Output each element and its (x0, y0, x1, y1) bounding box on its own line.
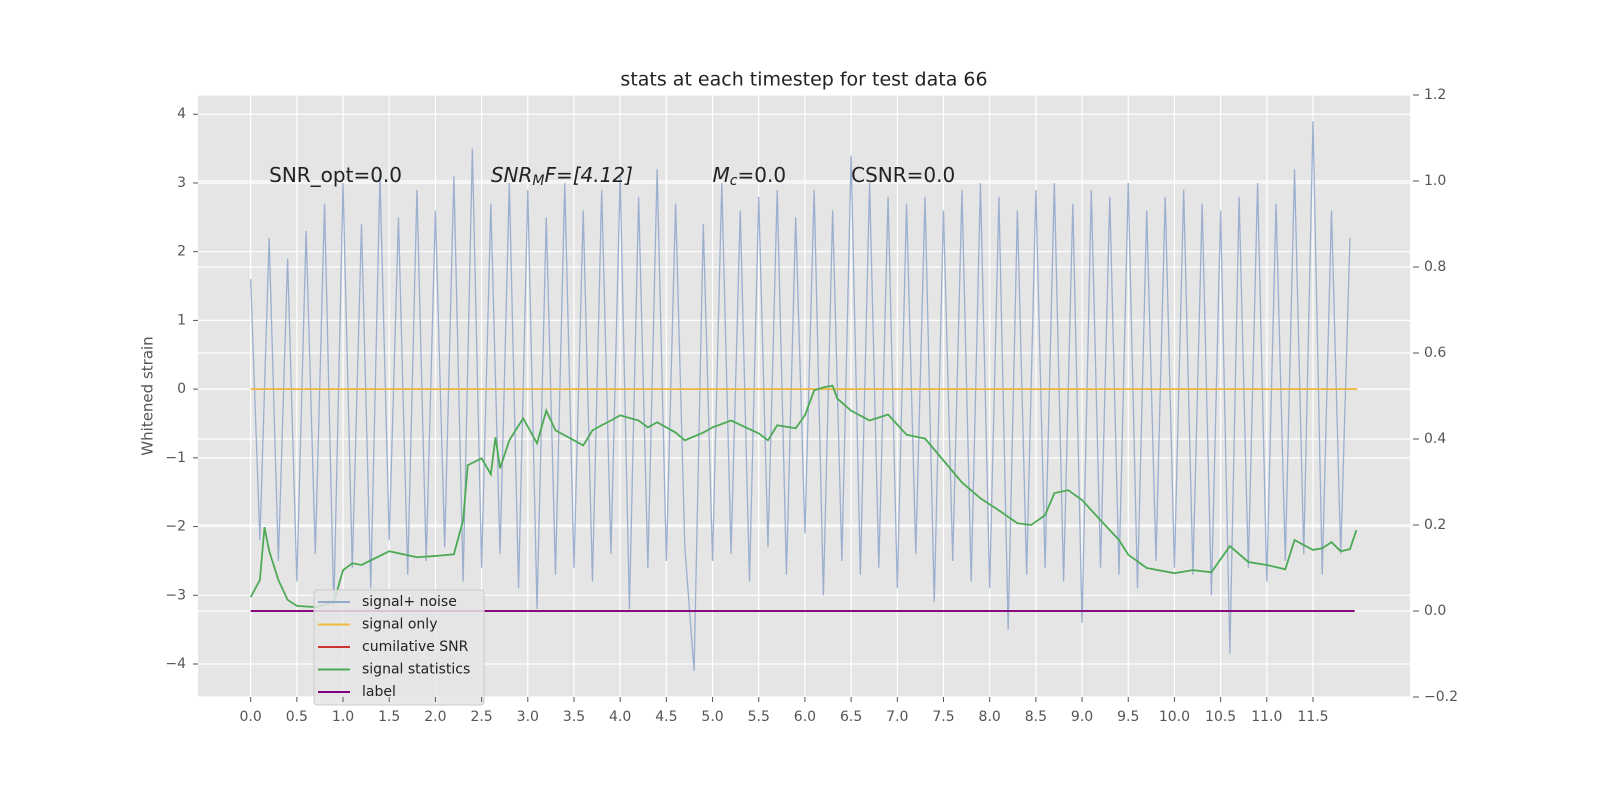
y-axis-label: Whitened strain (139, 336, 157, 455)
annotation-part: SNR (491, 163, 533, 187)
x-tick-label: 7.0 (886, 709, 908, 725)
x-tick-label: 10.0 (1159, 709, 1190, 725)
y2-tick-label: 0.4 (1424, 431, 1446, 447)
x-tick-label: 3.5 (563, 709, 585, 725)
annotation-part: SNR_opt=0.0 (269, 163, 402, 187)
y2-tick-label: 1.0 (1424, 173, 1446, 189)
x-tick-label: 9.5 (1117, 709, 1139, 725)
y-tick-label: 2 (177, 244, 186, 260)
y-tick-label: −4 (165, 656, 186, 672)
y2-tick-label: 0.6 (1424, 345, 1446, 361)
annotation: Mc=0.0 (713, 163, 787, 190)
x-tick-label: 1.5 (378, 709, 400, 725)
x-tick-label: 9.0 (1071, 709, 1093, 725)
y2-tick-label: 0.2 (1424, 517, 1446, 533)
legend-label: cumilative SNR (362, 639, 469, 655)
annotation: SNRMF=[4.12] (491, 163, 633, 190)
y-tick-label: −1 (165, 450, 186, 466)
y-tick-label: 0 (177, 381, 186, 397)
x-tick-label: 11.5 (1297, 709, 1328, 725)
x-tick-label: 6.0 (794, 709, 816, 725)
y-tick-label: 4 (177, 106, 186, 122)
y2-tick-label: 1.2 (1424, 87, 1446, 103)
x-tick-label: 1.0 (332, 709, 354, 725)
legend-box (313, 589, 485, 706)
annotation: SNR_opt=0.0 (269, 163, 402, 187)
legend-label: signal statistics (362, 662, 470, 678)
y2-tick-label: −0.2 (1424, 689, 1458, 705)
legend-label: signal only (362, 617, 437, 633)
x-tick-label: 7.5 (932, 709, 954, 725)
x-tick-label: 4.0 (609, 709, 631, 725)
x-tick-label: 8.0 (979, 709, 1001, 725)
y2-tick-label: 0.8 (1424, 259, 1446, 275)
x-tick-label: 5.5 (748, 709, 770, 725)
annotation-part: M (713, 163, 730, 187)
annotation-part: =0.0 (738, 163, 787, 187)
annotation-part: M (532, 173, 544, 189)
legend-label: label (362, 684, 396, 700)
x-tick-label: 5.0 (701, 709, 723, 725)
annotation-part: F=[4.12] (544, 163, 632, 187)
y-tick-label: −3 (165, 587, 186, 603)
x-tick-label: 0.5 (286, 709, 308, 725)
x-tick-label: 4.5 (655, 709, 677, 725)
y2-tick-label: 0.0 (1424, 603, 1446, 619)
x-tick-label: 6.5 (840, 709, 862, 725)
x-tick-label: 11.0 (1251, 709, 1282, 725)
x-tick-label: 10.5 (1205, 709, 1236, 725)
legend-label: signal+ noise (362, 594, 457, 610)
annotation-part: CSNR=0.0 (851, 163, 955, 187)
series-line (249, 384, 1358, 609)
x-tick-label: 8.5 (1025, 709, 1047, 725)
x-tick-label: 3.0 (517, 709, 539, 725)
legend: signal+ noise signal only cumilative SNR si… (313, 589, 485, 706)
series-line (250, 121, 1351, 671)
y-tick-label: −2 (165, 519, 186, 535)
x-tick-label: 0.0 (240, 709, 262, 725)
y-tick-label: 3 (177, 175, 186, 191)
y-tick-label: 1 (177, 312, 186, 328)
chart-title: stats at each timestep for test data 66 (620, 69, 987, 91)
annotation: CSNR=0.0 (851, 163, 955, 187)
annotation-part: c (730, 173, 738, 189)
x-tick-label: 2.5 (470, 709, 492, 725)
x-tick-label: 2.0 (424, 709, 446, 725)
